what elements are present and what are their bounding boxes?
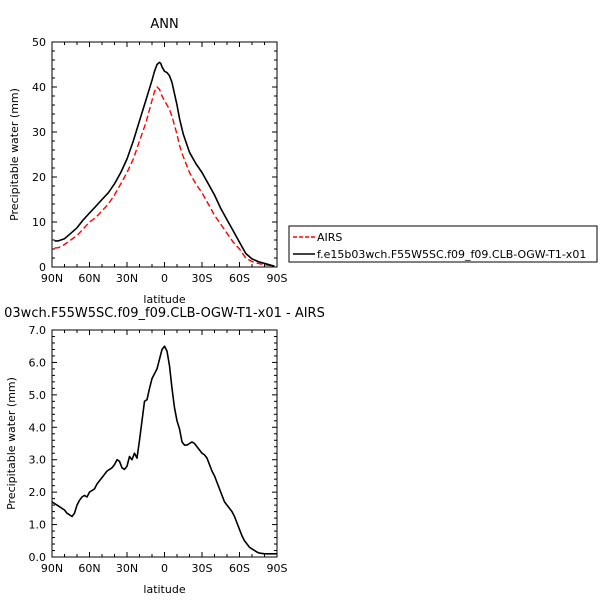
x-axis-label: latitude xyxy=(143,583,185,596)
x-tick-label: 60N xyxy=(78,562,100,575)
y-tick-label: 30 xyxy=(32,126,46,139)
series-line-1 xyxy=(54,86,275,267)
x-tick-label: 90N xyxy=(41,272,63,285)
x-tick-label: 90N xyxy=(41,562,63,575)
plot-frame xyxy=(51,329,278,558)
x-tick-label: 60S xyxy=(229,272,250,285)
x-tick-label: 30N xyxy=(116,272,138,285)
y-tick-label: 6.0 xyxy=(29,356,47,369)
y-tick-label: 10 xyxy=(32,216,46,229)
x-tick-label: 90S xyxy=(267,562,288,575)
x-tick-label: 30N xyxy=(116,562,138,575)
series-line-1 xyxy=(51,345,277,555)
x-tick-label: 60N xyxy=(78,272,100,285)
y-tick-label: 40 xyxy=(32,81,46,94)
y-tick-label: 5.0 xyxy=(29,389,47,402)
legend-label: AIRS xyxy=(317,231,342,244)
x-tick-label: 0 xyxy=(161,562,168,575)
plot-frame xyxy=(51,41,278,268)
y-axis-label: Precipitable water (mm) xyxy=(5,377,18,510)
y-tick-label: 20 xyxy=(32,171,46,184)
x-axis-label: latitude xyxy=(143,293,185,306)
y-tick-label: 4.0 xyxy=(29,421,47,434)
y-axis-label: Precipitable water (mm) xyxy=(8,88,21,221)
y-tick-label: 3.0 xyxy=(29,454,47,467)
y-tick-label: 0.0 xyxy=(29,551,47,564)
legend: AIRS f.e15b03wch.F55W5SC.f09_f09.CLB-OGW-… xyxy=(288,225,598,263)
y-tick-label: 50 xyxy=(32,36,46,49)
y-tick-label: 7.0 xyxy=(29,324,47,337)
x-tick-label: 90S xyxy=(267,272,288,285)
series-line-2 xyxy=(54,61,275,267)
x-tick-label: 60S xyxy=(229,562,250,575)
chart-difference: 03wch.F55W5SC.f09_f09.CLB-OGW-T1-x01 - A… xyxy=(4,306,325,596)
x-tick-label: 0 xyxy=(161,272,168,285)
y-tick-label: 0 xyxy=(39,261,46,274)
y-tick-label: 2.0 xyxy=(29,486,47,499)
x-tick-label: 30S xyxy=(192,562,213,575)
legend-box xyxy=(288,225,598,263)
legend-label: f.e15b03wch.F55W5SC.f09_f09.CLB-OGW-T1-x… xyxy=(317,248,586,261)
x-tick-label: 30S xyxy=(192,272,213,285)
y-tick-label: 1.0 xyxy=(29,519,47,532)
chart-ann: ANN 90N 60N 30N 0 30S 60S 90S 0 10 20 30 40 50 latitud… xyxy=(8,17,598,306)
chart-title: ANN xyxy=(150,17,178,32)
chart-title: 03wch.F55W5SC.f09_f09.CLB-OGW-T1-x01 - A… xyxy=(4,306,325,321)
